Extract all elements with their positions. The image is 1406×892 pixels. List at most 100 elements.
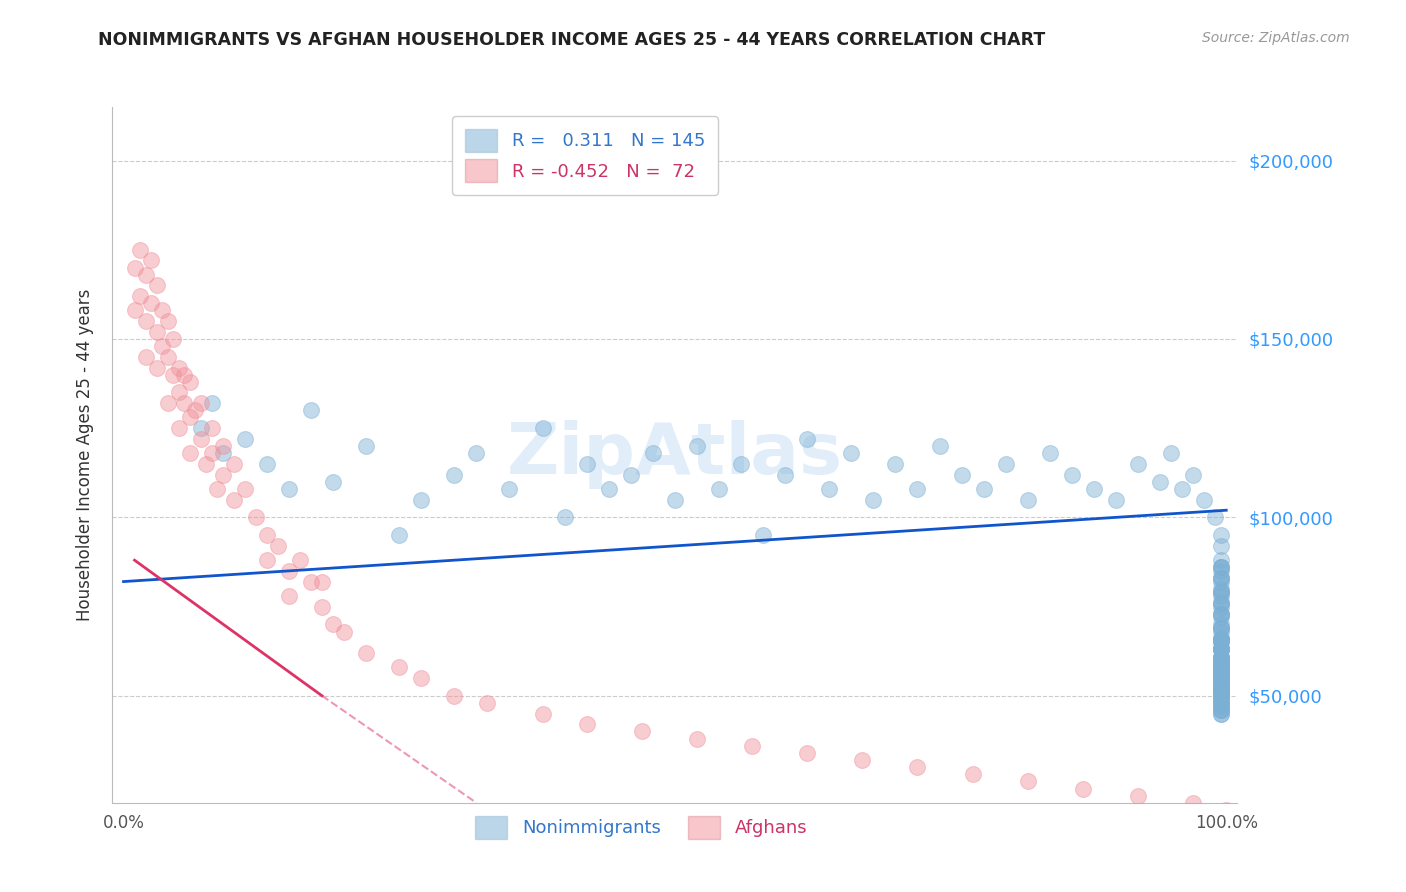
Point <box>1209 621 1232 635</box>
Point <box>222 457 245 471</box>
Point <box>1209 685 1232 699</box>
Point <box>354 439 377 453</box>
Text: ZipAtlas: ZipAtlas <box>508 420 842 490</box>
Point <box>129 289 152 303</box>
Point <box>1209 649 1232 664</box>
Point <box>150 303 173 318</box>
Point <box>1209 653 1232 667</box>
Point <box>1209 681 1232 696</box>
Point <box>1017 774 1039 789</box>
Point <box>245 510 267 524</box>
Point <box>994 457 1017 471</box>
Point <box>1237 810 1260 824</box>
Point <box>135 350 157 364</box>
Point <box>1215 803 1237 817</box>
Point <box>1209 671 1232 685</box>
Point <box>1249 817 1271 831</box>
Point <box>1209 596 1232 610</box>
Point <box>851 753 873 767</box>
Point <box>1209 560 1232 574</box>
Point <box>1209 678 1232 692</box>
Point <box>135 268 157 282</box>
Point <box>411 671 433 685</box>
Text: NONIMMIGRANTS VS AFGHAN HOUSEHOLDER INCOME AGES 25 - 44 YEARS CORRELATION CHART: NONIMMIGRANTS VS AFGHAN HOUSEHOLDER INCO… <box>98 31 1046 49</box>
Point <box>1209 667 1232 681</box>
Point <box>1209 664 1232 678</box>
Point <box>1160 446 1182 460</box>
Point <box>277 482 299 496</box>
Point <box>1209 660 1232 674</box>
Point <box>1209 585 1232 599</box>
Point <box>554 510 576 524</box>
Point <box>1209 607 1232 621</box>
Point <box>907 760 929 774</box>
Point <box>145 278 167 293</box>
Point <box>1017 492 1039 507</box>
Point <box>1209 681 1232 696</box>
Point <box>598 482 620 496</box>
Point <box>620 467 643 482</box>
Point <box>211 446 233 460</box>
Point <box>630 724 652 739</box>
Point <box>1209 632 1232 646</box>
Point <box>707 482 730 496</box>
Point <box>1204 510 1226 524</box>
Point <box>167 385 190 400</box>
Point <box>1209 624 1232 639</box>
Point <box>1209 585 1232 599</box>
Point <box>1209 642 1232 657</box>
Point <box>1083 482 1105 496</box>
Point <box>1209 692 1232 706</box>
Point <box>1209 674 1232 689</box>
Point <box>1209 657 1232 671</box>
Point <box>443 689 465 703</box>
Point <box>207 482 229 496</box>
Point <box>465 446 488 460</box>
Point <box>1209 539 1232 553</box>
Point <box>190 432 212 446</box>
Point <box>1209 571 1232 585</box>
Point <box>1209 699 1232 714</box>
Point <box>1209 671 1232 685</box>
Point <box>1209 642 1232 657</box>
Point <box>139 296 162 310</box>
Point <box>201 421 224 435</box>
Point <box>124 303 146 318</box>
Point <box>1209 621 1232 635</box>
Point <box>299 403 322 417</box>
Point <box>1209 678 1232 692</box>
Point <box>1209 632 1232 646</box>
Point <box>1182 467 1205 482</box>
Point <box>1209 635 1232 649</box>
Point <box>156 314 179 328</box>
Point <box>256 457 278 471</box>
Text: Source: ZipAtlas.com: Source: ZipAtlas.com <box>1202 31 1350 45</box>
Point <box>1209 664 1232 678</box>
Point <box>1209 660 1232 674</box>
Point <box>686 439 709 453</box>
Point <box>1209 642 1232 657</box>
Point <box>1209 692 1232 706</box>
Point <box>531 706 554 721</box>
Point <box>1209 657 1232 671</box>
Point <box>1126 789 1149 803</box>
Point <box>145 360 167 375</box>
Point <box>498 482 520 496</box>
Point <box>233 432 256 446</box>
Point <box>641 446 664 460</box>
Point <box>1209 574 1232 589</box>
Point <box>1209 657 1232 671</box>
Point <box>173 368 195 382</box>
Point <box>195 457 218 471</box>
Point <box>1209 632 1232 646</box>
Point <box>179 446 201 460</box>
Point <box>1209 653 1232 667</box>
Point <box>354 646 377 660</box>
Point <box>752 528 775 542</box>
Point <box>1209 528 1232 542</box>
Point <box>1209 596 1232 610</box>
Point <box>179 375 201 389</box>
Point <box>1192 492 1215 507</box>
Point <box>1209 696 1232 710</box>
Point <box>1209 596 1232 610</box>
